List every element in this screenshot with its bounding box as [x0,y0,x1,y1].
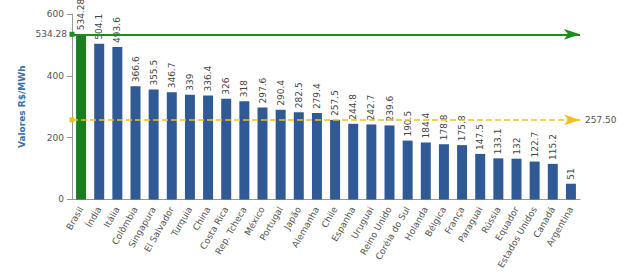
svg-text:290.4: 290.4 [276,80,286,106]
svg-text:175.8: 175.8 [457,115,467,141]
svg-text:Uruguai: Uruguai [349,205,376,241]
svg-text:Paraguai: Paraguai [456,205,484,244]
svg-text:Índia: Índia [83,204,104,229]
svg-text:Brasil: Brasil [64,205,85,232]
svg-text:339: 339 [185,73,195,90]
svg-text:400: 400 [47,71,64,81]
svg-text:Rússia: Rússia [479,205,503,235]
svg-text:355.5: 355.5 [149,60,159,86]
svg-text:239.6: 239.6 [385,95,395,121]
svg-text:190.5: 190.5 [403,111,413,137]
svg-text:México: México [242,205,267,238]
svg-text:178.8: 178.8 [439,114,449,140]
svg-text:Holanda: Holanda [403,205,430,242]
svg-text:257.5: 257.5 [330,90,340,116]
svg-text:534.28: 534.28 [76,0,86,30]
svg-text:184.4: 184.4 [421,112,431,138]
svg-text:Reino Unido: Reino Unido [358,205,394,257]
svg-text:282.5: 282.5 [294,82,304,108]
svg-text:Itália: Itália [101,205,122,230]
svg-text:Alemanha: Alemanha [290,205,321,249]
svg-text:257.50: 257.50 [585,115,617,125]
svg-text:Canadá: Canadá [531,205,558,240]
svg-text:600: 600 [47,9,64,19]
svg-text:El Salvador: El Salvador [142,205,177,254]
svg-text:132: 132 [512,137,522,154]
svg-text:Rep. Tcheca: Rep. Tcheca [213,205,249,257]
svg-text:115.2: 115.2 [548,134,558,160]
svg-text:493.6: 493.6 [112,17,122,43]
svg-text:122.7: 122.7 [530,132,540,158]
svg-text:Portugal: Portugal [258,205,285,242]
svg-text:279.4: 279.4 [312,83,322,109]
svg-text:Singapura: Singapura [126,205,158,250]
svg-text:China: China [190,205,213,233]
svg-text:Espanha: Espanha [329,205,358,244]
svg-text:504.1: 504.1 [94,13,105,40]
svg-text:França: França [442,205,467,236]
svg-text:Bélgica: Bélgica [423,205,448,238]
svg-text:Chile: Chile [319,205,340,230]
svg-text:147.5: 147.5 [475,124,485,150]
svg-text:133.1: 133.1 [493,129,503,155]
svg-text:Estados Unidos: Estados Unidos [496,205,539,270]
svg-text:Argentina: Argentina [545,205,576,248]
svg-text:Costa Rica: Costa Rica [198,205,231,252]
svg-text:318: 318 [239,80,249,97]
svg-text:Colômbia: Colômbia [110,205,140,247]
svg-text:Valores R$/MWh: Valores R$/MWh [17,65,27,148]
svg-text:200: 200 [47,133,64,143]
svg-text:366.6: 366.6 [131,56,141,82]
svg-text:326: 326 [221,77,231,94]
svg-text:Equador: Equador [493,205,521,243]
svg-text:51: 51 [566,168,576,179]
svg-text:346.7: 346.7 [167,63,177,89]
svg-text:534.28: 534.28 [36,29,68,39]
svg-text:Japão: Japão [282,205,304,232]
svg-text:297.6: 297.6 [258,77,268,103]
svg-text:0: 0 [58,194,64,204]
svg-text:242.7: 242.7 [366,95,376,121]
svg-text:336.4: 336.4 [203,65,213,91]
svg-text:244.8: 244.8 [348,94,358,120]
svg-text:Coréia do Sul: Coréia do Sul [373,205,412,262]
svg-text:Turquia: Turquia [169,205,195,239]
